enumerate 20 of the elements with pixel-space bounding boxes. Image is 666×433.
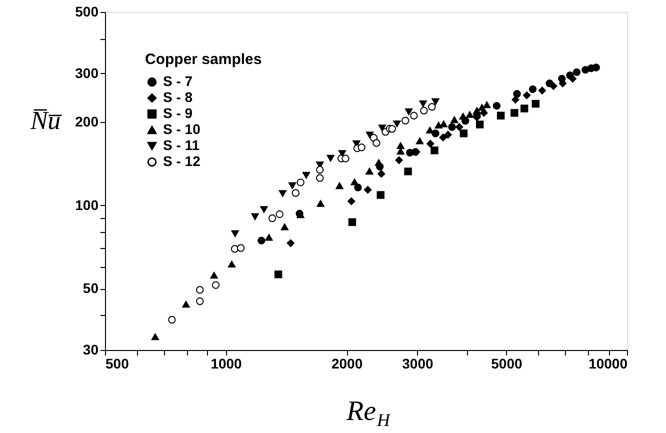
x-tick-label: 1000 (210, 356, 242, 372)
legend-label: S - 9 (163, 105, 193, 121)
y-tick-label: 50 (82, 280, 99, 296)
y-tick-label: 500 (75, 4, 99, 20)
y-tick-label: 30 (82, 342, 99, 358)
y-axis-title: N̅u̅ (29, 106, 62, 136)
x-tick-label: 10000 (588, 356, 628, 372)
legend-label: S - 7 (163, 73, 193, 89)
legend-label: S - 10 (163, 121, 201, 137)
legend-label: S - 8 (163, 89, 193, 105)
legend-title: Copper samples (145, 51, 262, 68)
y-tick-label: 300 (75, 64, 99, 81)
x-tick-label: 2000 (331, 356, 363, 372)
y-tick-label: 100 (75, 196, 99, 213)
x-tick-label: 3000 (402, 356, 434, 372)
x-tick-label: 500 (106, 356, 130, 372)
legend-label: S - 12 (163, 153, 201, 169)
y-tick-label: 200 (75, 114, 99, 130)
x-tick-label: 5000 (491, 356, 522, 372)
legend-label: S - 11 (163, 137, 200, 153)
